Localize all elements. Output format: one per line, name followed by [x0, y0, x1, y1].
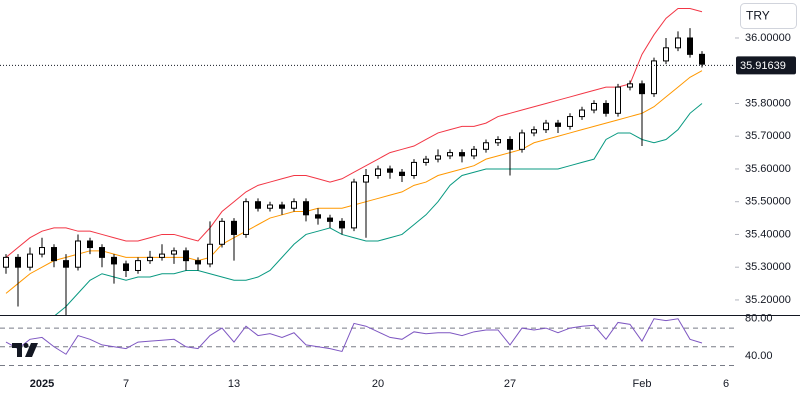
candle-body	[363, 175, 369, 183]
last-price-label: 35.91639	[740, 60, 786, 72]
candle-body	[399, 171, 405, 177]
candle-body	[675, 37, 681, 49]
candle-body	[519, 132, 525, 150]
last-price-tag	[736, 56, 796, 75]
currency-label[interactable]: TRY	[746, 9, 770, 23]
y-tick-label: 35.30000	[745, 261, 791, 273]
tv-logo	[12, 343, 38, 357]
y-tick-label: 35.20000	[745, 294, 791, 306]
candle-body	[279, 204, 285, 209]
candle-body	[27, 253, 33, 268]
indicator-line	[5, 8, 703, 258]
candle-body	[447, 152, 453, 157]
candle-body	[591, 102, 597, 111]
x-tick-label: 6	[723, 378, 729, 390]
candle-body	[699, 53, 705, 65]
candle-body	[351, 181, 357, 229]
candle-body	[135, 260, 141, 271]
candle-body	[387, 168, 393, 173]
axes: 35.20000 35.30000 35.40000 35.50000 35.60000…	[30, 32, 796, 390]
candle-body	[315, 214, 321, 219]
x-tick-label: 20	[372, 378, 384, 390]
candle-body	[555, 122, 561, 127]
candle-body	[507, 138, 513, 150]
candle-body	[195, 260, 201, 265]
candle-body	[495, 138, 501, 144]
candle-body	[627, 83, 633, 88]
candle-body	[15, 256, 21, 268]
candle-body	[687, 37, 693, 55]
candle-body	[663, 47, 669, 62]
currency-button[interactable]: TRY	[740, 3, 797, 29]
y-tick-label: 36.00000	[745, 32, 791, 44]
candle-body	[159, 253, 165, 258]
candle-body	[543, 122, 549, 131]
candle-body	[87, 240, 93, 249]
x-tick-label: 13	[228, 378, 240, 390]
candle-body	[267, 204, 273, 209]
candle-body	[291, 201, 297, 209]
candle-body	[459, 152, 465, 157]
candle-body	[471, 148, 477, 157]
y-tick-label: 35.50000	[745, 196, 791, 208]
candle-body	[567, 116, 573, 127]
candle-body	[579, 109, 585, 118]
candle-body	[123, 263, 129, 271]
candle-body	[219, 220, 225, 245]
x-tick-label: 27	[504, 378, 516, 390]
rsi-tick-label: 40.00	[745, 350, 773, 362]
y-tick-label: 35.70000	[745, 130, 791, 142]
candle-body	[243, 201, 249, 235]
candle-body	[639, 83, 645, 95]
candle-body	[111, 256, 117, 265]
candle-body	[3, 256, 9, 268]
indicator-line	[54, 103, 703, 315]
y-tick-label: 35.40000	[745, 228, 791, 240]
candle-body	[39, 247, 45, 255]
candle-body	[603, 102, 609, 114]
indicator-line	[5, 318, 703, 355]
candle-body	[63, 260, 69, 268]
candle-body	[651, 60, 657, 95]
candle-body	[255, 201, 261, 209]
candle-body	[99, 247, 105, 258]
candle-body	[411, 161, 417, 177]
x-tick-label: 7	[123, 378, 129, 390]
candle-body	[207, 243, 213, 265]
candle-body	[51, 247, 57, 262]
price-pane	[0, 8, 735, 315]
candle-body	[339, 220, 345, 229]
x-tick-label: 2025	[30, 378, 54, 390]
rsi-tick-label: 80.00	[745, 313, 773, 325]
y-tick-label: 35.80000	[745, 97, 791, 109]
candle-body	[183, 250, 189, 262]
x-tick-label: Feb	[633, 378, 652, 390]
candle-body	[303, 201, 309, 216]
candle-body	[375, 168, 381, 177]
candle-body	[435, 155, 441, 160]
candle-body	[423, 158, 429, 163]
candle-body	[231, 220, 237, 235]
candle-body	[327, 217, 333, 222]
rsi-pane	[0, 318, 735, 366]
candle-body	[531, 129, 537, 134]
candle-body	[615, 86, 621, 114]
y-tick-label: 35.60000	[745, 163, 791, 175]
candle-body	[483, 142, 489, 150]
candle-body	[75, 240, 81, 268]
candle-body	[147, 256, 153, 262]
candle-body	[171, 250, 177, 255]
